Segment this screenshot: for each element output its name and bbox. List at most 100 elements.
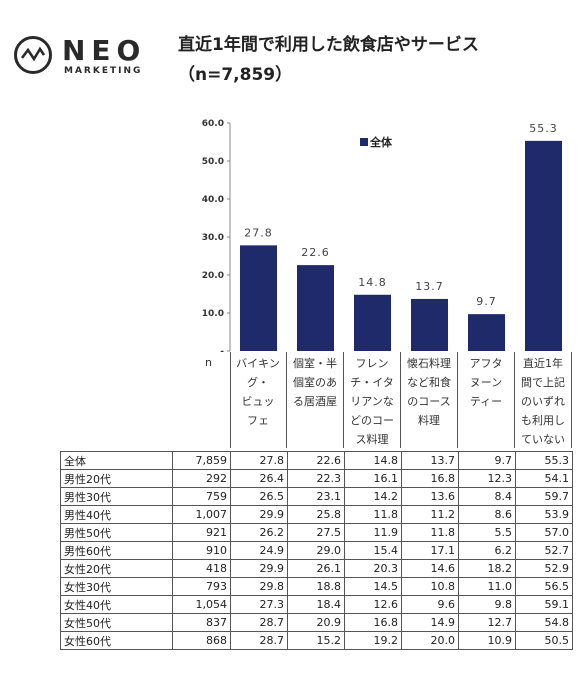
table-cell: 59.1 [515, 595, 573, 614]
row-n: 921 [172, 523, 231, 542]
table-cell: 15.2 [287, 631, 345, 650]
bar-value-label: 13.7 [415, 280, 444, 293]
data-table: 全体 7,859 27.8 22.6 14.8 13.7 9.7 55.3 男性20代 292 26… [60, 451, 573, 650]
row-n: 910 [172, 541, 231, 560]
table-cell: 29.9 [230, 559, 288, 578]
table-cell: 17.1 [401, 541, 459, 560]
table-cell: 16.1 [344, 469, 402, 488]
table-cell: 16.8 [344, 613, 402, 632]
table-cell: 26.4 [230, 469, 288, 488]
bar [411, 298, 448, 351]
table-cell: 50.5 [515, 631, 573, 650]
y-axis: 60.0 50.0 40.0 30.0 20.0 10.0 - [202, 119, 231, 352]
table-cell: 28.7 [230, 613, 288, 632]
logo-mark-icon [14, 36, 52, 74]
table-cell: 57.0 [515, 523, 573, 542]
bar-value-label: 9.7 [476, 295, 497, 308]
table-cell: 11.8 [344, 505, 402, 524]
row-label: 全体 [60, 451, 173, 470]
table-cell: 12.6 [344, 595, 402, 614]
table-cell: 14.2 [344, 487, 402, 506]
row-label: 女性20代 [60, 559, 173, 578]
row-label: 女性60代 [60, 631, 173, 650]
table-cell: 8.4 [458, 487, 516, 506]
logo-subtitle: MARKETING [64, 66, 143, 76]
category-label: フレン チ・イタ リアンな どのコー ス料理 [344, 352, 401, 448]
category-label: アフタ ヌーン ティー [458, 352, 515, 448]
y-tick-label: 20.0 [202, 271, 224, 281]
row-label: 女性30代 [60, 577, 173, 596]
row-n: 759 [172, 487, 231, 506]
table-row: 女性20代 418 29.9 26.1 20.3 14.6 18.2 52.9 [60, 559, 573, 578]
page-subtitle: （n=7,859） [178, 65, 293, 85]
row-label: 女性50代 [60, 613, 173, 632]
bar-value-label: 14.8 [358, 276, 387, 289]
table-cell: 56.5 [515, 577, 573, 596]
table-cell: 9.8 [458, 595, 516, 614]
table-cell: 11.0 [458, 577, 516, 596]
table-cell: 25.8 [287, 505, 345, 524]
legend: 全体 [360, 135, 393, 149]
table-cell: 26.1 [287, 559, 345, 578]
bar [240, 245, 277, 351]
neo-marketing-logo: NEO MARKETING [14, 34, 164, 84]
table-row: 男性60代 910 24.9 29.0 15.4 17.1 6.2 52.7 [60, 541, 573, 560]
table-cell: 14.9 [401, 613, 459, 632]
row-n: 1,054 [172, 595, 231, 614]
table-row: 女性60代 868 28.7 15.2 19.2 20.0 10.9 50.5 [60, 631, 573, 650]
bar-chart: 60.0 50.0 40.0 30.0 20.0 10.0 - 27.8 22.6 14.8 13… [202, 119, 562, 352]
table-cell: 9.6 [401, 595, 459, 614]
table-cell: 20.0 [401, 631, 459, 650]
table-row: 男性40代 1,007 29.9 25.8 11.8 11.2 8.6 53.9 [60, 505, 573, 524]
table-cell: 27.8 [230, 451, 288, 470]
row-n: 418 [172, 559, 231, 578]
table-cell: 19.2 [344, 631, 402, 650]
table-cell: 54.1 [515, 469, 573, 488]
table-cell: 9.7 [458, 451, 516, 470]
row-n: 837 [172, 613, 231, 632]
table-cell: 14.6 [401, 559, 459, 578]
table-cell: 26.5 [230, 487, 288, 506]
table-cell: 23.1 [287, 487, 345, 506]
y-tick-label: 60.0 [202, 119, 224, 129]
table-cell: 5.5 [458, 523, 516, 542]
table-cell: 13.7 [401, 451, 459, 470]
y-tick-label: 30.0 [202, 233, 224, 243]
bar [468, 314, 505, 351]
table-cell: 18.8 [287, 577, 345, 596]
page-title: 直近1年間で利用した飲食店やサービス [178, 35, 479, 55]
table-cell: 11.2 [401, 505, 459, 524]
table-cell: 10.9 [458, 631, 516, 650]
category-label: 個室・半 個室のあ る居酒屋 [287, 352, 344, 448]
table-cell: 12.3 [458, 469, 516, 488]
table-row: 女性50代 837 28.7 20.9 16.8 14.9 12.7 54.8 [60, 613, 573, 632]
bar [525, 140, 562, 351]
table-cell: 18.2 [458, 559, 516, 578]
row-label: 女性40代 [60, 595, 173, 614]
table-cell: 13.6 [401, 487, 459, 506]
category-label: 直近1年 間で上記 のいずれ も利用し ていない [515, 352, 572, 448]
row-n: 7,859 [172, 451, 231, 470]
row-n: 292 [172, 469, 231, 488]
table-cell: 10.8 [401, 577, 459, 596]
table-cell: 28.7 [230, 631, 288, 650]
table-cell: 26.2 [230, 523, 288, 542]
bar [354, 294, 391, 351]
table-row: 全体 7,859 27.8 22.6 14.8 13.7 9.7 55.3 [60, 451, 573, 470]
row-n: 1,007 [172, 505, 231, 524]
y-tick-label: 10.0 [202, 309, 224, 319]
table-cell: 52.9 [515, 559, 573, 578]
table-cell: 29.8 [230, 577, 288, 596]
table-cell: 27.3 [230, 595, 288, 614]
table-row: 女性40代 1,054 27.3 18.4 12.6 9.6 9.8 59.1 [60, 595, 573, 614]
table-cell: 14.5 [344, 577, 402, 596]
table-cell: 55.3 [515, 451, 573, 470]
category-label: 懐石料理 など和食 のコース 料理 [401, 352, 458, 448]
bar-value-label: 22.6 [301, 246, 330, 259]
table-cell: 6.2 [458, 541, 516, 560]
table-cell: 29.9 [230, 505, 288, 524]
row-label: 男性40代 [60, 505, 173, 524]
category-label: バイキン グ・ ビュッ フェ [230, 352, 287, 448]
row-n: 793 [172, 577, 231, 596]
row-label: 男性20代 [60, 469, 173, 488]
